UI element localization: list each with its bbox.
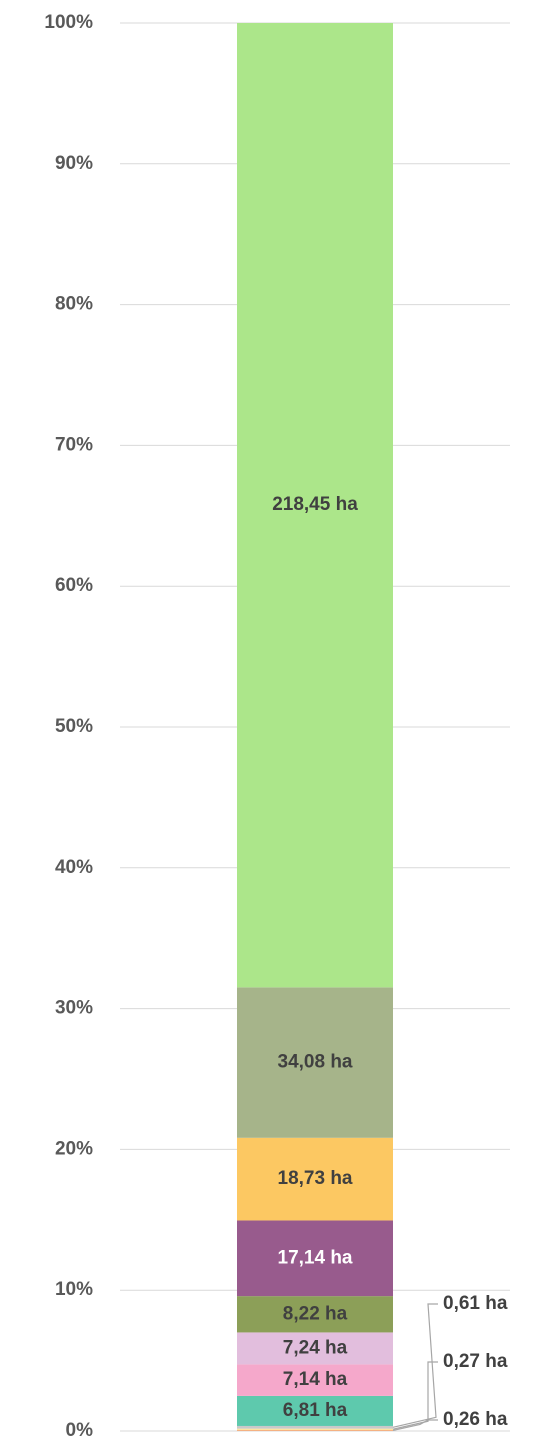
data-label: 6,81 ha bbox=[283, 1400, 348, 1421]
y-tick-label: 100% bbox=[44, 12, 93, 33]
bar-segment bbox=[237, 1220, 393, 1297]
data-label: 17,14 ha bbox=[278, 1247, 353, 1268]
data-label: 7,14 ha bbox=[283, 1369, 348, 1390]
bar-segment bbox=[237, 23, 393, 988]
data-label: 8,22 ha bbox=[283, 1303, 348, 1324]
data-label: 0,26 ha bbox=[443, 1409, 508, 1430]
bar-segment bbox=[237, 1137, 393, 1221]
y-tick-label: 40% bbox=[55, 857, 93, 878]
data-label: 18,73 ha bbox=[278, 1168, 353, 1189]
bar-segment bbox=[237, 987, 393, 1138]
data-label: 0,61 ha bbox=[443, 1293, 508, 1314]
y-tick-label: 30% bbox=[55, 998, 93, 1019]
y-tick-label: 20% bbox=[55, 1138, 93, 1159]
bar-segment bbox=[237, 1429, 393, 1431]
bar-segment bbox=[237, 1296, 393, 1333]
leader-line bbox=[392, 1361, 438, 1430]
y-tick-label: 70% bbox=[55, 434, 93, 455]
y-tick-label: 0% bbox=[66, 1420, 94, 1441]
data-label: 34,08 ha bbox=[278, 1052, 353, 1073]
y-tick-label: 60% bbox=[55, 575, 93, 596]
data-label: 218,45 ha bbox=[272, 494, 358, 515]
y-tick-label: 50% bbox=[55, 716, 93, 737]
y-tick-label: 80% bbox=[55, 294, 93, 315]
bar-segment bbox=[237, 1364, 393, 1396]
bar-segment bbox=[237, 1395, 393, 1426]
data-label: 0,27 ha bbox=[443, 1351, 508, 1372]
bar-segment bbox=[237, 1332, 393, 1365]
bar-segment bbox=[237, 1428, 393, 1430]
leader-line bbox=[392, 1303, 438, 1428]
bar-segment bbox=[237, 1425, 393, 1429]
y-tick-label: 10% bbox=[55, 1279, 93, 1300]
y-tick-label: 90% bbox=[55, 153, 93, 174]
data-label: 7,24 ha bbox=[283, 1337, 348, 1358]
